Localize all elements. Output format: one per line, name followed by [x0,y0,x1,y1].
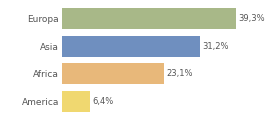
Text: 31,2%: 31,2% [202,42,229,51]
Bar [62,91,90,112]
Bar [62,63,164,84]
Bar [62,36,200,57]
Text: 6,4%: 6,4% [92,97,113,106]
Text: 23,1%: 23,1% [167,69,193,78]
Text: 39,3%: 39,3% [239,14,265,23]
Bar [62,8,236,29]
